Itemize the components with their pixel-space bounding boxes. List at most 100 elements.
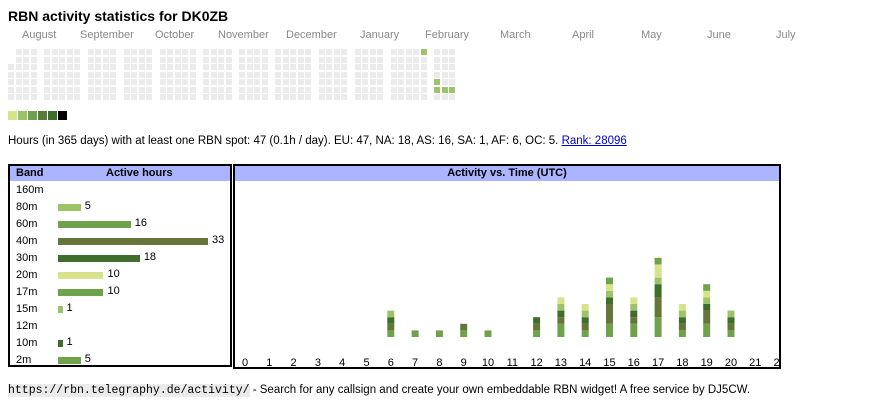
calendar-day-cell bbox=[16, 49, 22, 55]
calendar-day-cell bbox=[442, 57, 448, 63]
band-name: 2m bbox=[16, 354, 32, 366]
calendar-day-cell bbox=[319, 49, 325, 55]
month-label-august: August bbox=[22, 29, 57, 41]
calendar-day-cell bbox=[239, 64, 245, 70]
calendar-day-cell bbox=[226, 57, 232, 63]
calendar-day-cell bbox=[182, 87, 188, 93]
calendar-day-cell bbox=[262, 57, 268, 63]
calendar-day-cell bbox=[275, 87, 281, 93]
hour-activity-bar-segment bbox=[678, 323, 686, 331]
calendar-day-cell bbox=[305, 64, 311, 70]
band-hours-value: 1 bbox=[66, 302, 73, 314]
calendar-day-cell bbox=[341, 79, 347, 85]
calendar-day-cell bbox=[190, 57, 196, 63]
calendar-day-cell bbox=[8, 79, 14, 85]
calendar-day-cell bbox=[167, 72, 173, 78]
calendar-day-cell bbox=[442, 87, 448, 93]
hour-tick-label: 12 bbox=[530, 357, 542, 367]
calendar-day-cell bbox=[31, 87, 37, 93]
calendar-day-cell bbox=[298, 49, 304, 55]
footer-url[interactable]: https://rbn.telegraphy.de/activity/ bbox=[8, 384, 250, 397]
calendar-day-cell bbox=[449, 72, 455, 78]
hour-tick-label: 15 bbox=[603, 357, 615, 367]
calendar-day-cell bbox=[110, 57, 116, 63]
calendar-day-cell bbox=[31, 49, 37, 55]
calendar-day-cell bbox=[59, 72, 65, 78]
calendar-day-cell bbox=[203, 49, 209, 55]
hour-activity-bar-segment bbox=[557, 304, 565, 311]
calendar-day-cell bbox=[262, 87, 268, 93]
hour-activity-bar-segment bbox=[581, 310, 589, 318]
calendar-day-cell bbox=[391, 79, 397, 85]
calendar-day-cell bbox=[262, 79, 268, 85]
calendar-day-cell bbox=[74, 57, 80, 63]
hour-tick-label: 20 bbox=[725, 357, 737, 367]
calendar-day-cell bbox=[326, 94, 332, 100]
calendar-day-cell bbox=[88, 57, 94, 63]
calendar-day-cell bbox=[182, 94, 188, 100]
calendar-day-cell bbox=[370, 87, 376, 93]
hour-activity-bar-segment bbox=[606, 297, 613, 304]
hour-activity-bar-segment bbox=[654, 297, 662, 318]
calendar-day-cell bbox=[298, 72, 304, 78]
calendar-day-cell bbox=[160, 64, 166, 70]
calendar-day-cell bbox=[421, 87, 427, 93]
calendar-day-cell bbox=[355, 79, 361, 85]
calendar-day-cell bbox=[254, 57, 260, 63]
calendar-day-cell bbox=[370, 79, 376, 85]
calendar-day-cell bbox=[305, 79, 311, 85]
calendar-day-cell bbox=[16, 57, 22, 63]
activity-vs-time-chart: 01234567891011121314151617181920212223 bbox=[242, 257, 779, 367]
month-label-december: December bbox=[286, 29, 337, 41]
calendar-day-cell bbox=[124, 57, 130, 63]
calendar-day-cell bbox=[44, 64, 50, 70]
rank-link[interactable]: Rank: 28096 bbox=[561, 135, 627, 147]
hours-column-header: Active hours bbox=[106, 167, 173, 179]
band-hours-value: 5 bbox=[84, 200, 91, 212]
legend-swatch bbox=[48, 111, 57, 120]
month-label-june: June bbox=[707, 29, 731, 41]
calendar-day-cell bbox=[95, 87, 101, 93]
calendar-day-cell bbox=[391, 87, 397, 93]
hour-tick-label: 18 bbox=[676, 357, 688, 367]
band-hours-bar bbox=[58, 221, 131, 228]
calendar-day-cell bbox=[16, 64, 22, 70]
hour-activity-bar-segment bbox=[654, 277, 662, 285]
hour-tick-label: 5 bbox=[363, 357, 369, 367]
calendar-day-cell bbox=[254, 79, 260, 85]
calendar-day-cell bbox=[334, 49, 340, 55]
calendar-day-cell bbox=[319, 79, 325, 85]
calendar-day-cell bbox=[190, 94, 196, 100]
band-row: 12m bbox=[10, 319, 230, 334]
footer: https://rbn.telegraphy.de/activity/ - Se… bbox=[8, 384, 750, 397]
calendar-day-cell bbox=[247, 94, 253, 100]
calendar-day-cell bbox=[341, 94, 347, 100]
calendar-day-cell bbox=[283, 57, 289, 63]
calendar-day-cell bbox=[131, 87, 137, 93]
calendar-day-cell bbox=[211, 64, 217, 70]
calendar-day-cell bbox=[44, 49, 50, 55]
hour-activity-bar-segment bbox=[581, 330, 589, 337]
calendar-day-cell bbox=[167, 49, 173, 55]
hour-activity-bar-segment bbox=[557, 323, 565, 337]
hour-activity-bar-segment bbox=[606, 304, 613, 324]
band-name: 15m bbox=[16, 303, 38, 315]
calendar-day-cell bbox=[139, 79, 145, 85]
hour-activity-bar-segment bbox=[703, 304, 711, 311]
calendar-day-cell bbox=[8, 94, 14, 100]
calendar-day-cell bbox=[413, 64, 419, 70]
calendar-day-cell bbox=[413, 94, 419, 100]
calendar-day-cell bbox=[146, 87, 152, 93]
calendar-day-cell bbox=[124, 94, 130, 100]
calendar-day-cell bbox=[239, 87, 245, 93]
calendar-day-cell bbox=[74, 79, 80, 85]
calendar-day-cell bbox=[298, 64, 304, 70]
calendar-day-cell bbox=[434, 64, 440, 70]
hour-activity-bar-segment bbox=[727, 323, 735, 331]
calendar-day-cell bbox=[370, 94, 376, 100]
calendar-day-cell bbox=[434, 57, 440, 63]
band-hours-bar bbox=[58, 357, 81, 364]
calendar-day-cell bbox=[247, 57, 253, 63]
calendar-day-cell bbox=[413, 79, 419, 85]
calendar-day-cell bbox=[67, 94, 73, 100]
